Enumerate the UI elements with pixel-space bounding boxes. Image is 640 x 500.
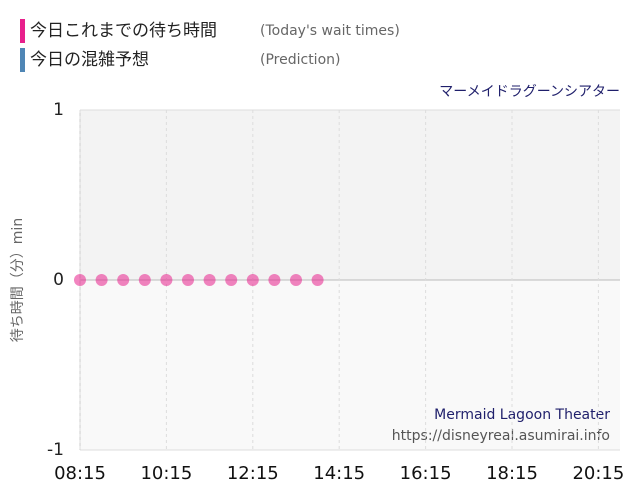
x-tick-label: 14:15 <box>313 463 365 484</box>
legend-label: 今日の混雑予想 <box>30 50 149 70</box>
x-tick-label: 12:15 <box>227 463 279 484</box>
y-axis-label: 待ち時間（分）min <box>10 218 26 342</box>
data-point <box>74 274 86 286</box>
data-point <box>290 274 302 286</box>
x-tick-label: 18:15 <box>486 463 538 484</box>
annotation: Mermaid Lagoon Theater <box>434 407 610 423</box>
x-tick-label: 08:15 <box>54 463 106 484</box>
data-point <box>311 274 324 286</box>
data-point <box>95 274 108 286</box>
annotation: https://disneyreal.asumirai.info <box>392 428 610 444</box>
x-tick-label: 16:15 <box>400 463 452 484</box>
data-point <box>138 274 151 286</box>
data-point <box>268 274 281 286</box>
data-point <box>182 274 194 286</box>
data-point <box>246 274 259 286</box>
data-point <box>225 274 238 286</box>
data-point <box>117 274 130 286</box>
legend-label: 今日これまでの待ち時間 <box>30 21 217 41</box>
legend-swatch <box>20 48 25 72</box>
legend-note: (Today's wait times) <box>260 23 400 39</box>
plot-upper-bg <box>80 110 620 280</box>
chart-title: マーメイドラグーンシアター <box>439 84 620 100</box>
y-tick-label: 0 <box>53 270 64 290</box>
y-tick-label: -1 <box>47 440 64 460</box>
plot-lower-bg <box>80 280 620 450</box>
x-tick-label: 10:15 <box>140 463 192 484</box>
legend-note: (Prediction) <box>260 52 340 68</box>
data-point <box>203 274 216 286</box>
data-point <box>160 274 173 286</box>
legend-swatch <box>20 19 25 43</box>
y-tick-label: 1 <box>53 100 64 120</box>
x-tick-label: 20:15 <box>572 463 624 484</box>
